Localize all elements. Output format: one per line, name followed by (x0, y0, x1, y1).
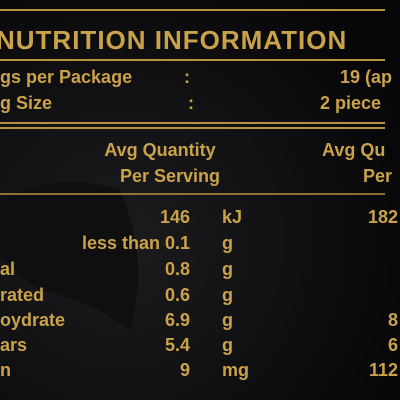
per-100g: 182 (368, 207, 398, 227)
per-serving: 6.9 (165, 310, 190, 330)
nutrient: rated (0, 285, 44, 305)
per-100g: 6 (388, 335, 398, 355)
nutrient: oydrate (0, 310, 65, 330)
nutrient: ars (0, 335, 27, 355)
per-serving: 0.6 (165, 285, 190, 305)
column-header: Avg Quantity (104, 140, 215, 160)
per-serving: less than 0.1 (82, 233, 190, 253)
unit: g (222, 259, 233, 279)
per-100g: 8 (388, 310, 398, 330)
colon: : (184, 67, 190, 87)
unit: g (222, 233, 233, 253)
shadow (0, 182, 138, 330)
package-value: 19 (ap (340, 67, 392, 87)
column-header: Per (363, 166, 392, 186)
title: NUTRITION INFORMATION (0, 25, 347, 55)
column-header: Avg Qu (322, 140, 385, 160)
colon: : (188, 93, 194, 113)
per-serving: 146 (160, 207, 190, 227)
per-serving: 0.8 (165, 259, 190, 279)
unit: g (222, 285, 233, 305)
column-header: Per Serving (120, 166, 220, 186)
nutrient: n (0, 360, 11, 380)
nutrient: al (0, 259, 15, 279)
unit: g (222, 310, 233, 330)
package-value: 2 piece (320, 93, 381, 113)
per-serving: 5.4 (165, 335, 190, 355)
unit: kJ (222, 207, 242, 227)
per-serving: 9 (180, 360, 190, 380)
package-label: g Size (0, 93, 52, 113)
unit: mg (222, 360, 249, 380)
unit: g (222, 335, 233, 355)
per-100g: 112 (369, 360, 398, 380)
package-label: gs per Package (0, 67, 132, 87)
